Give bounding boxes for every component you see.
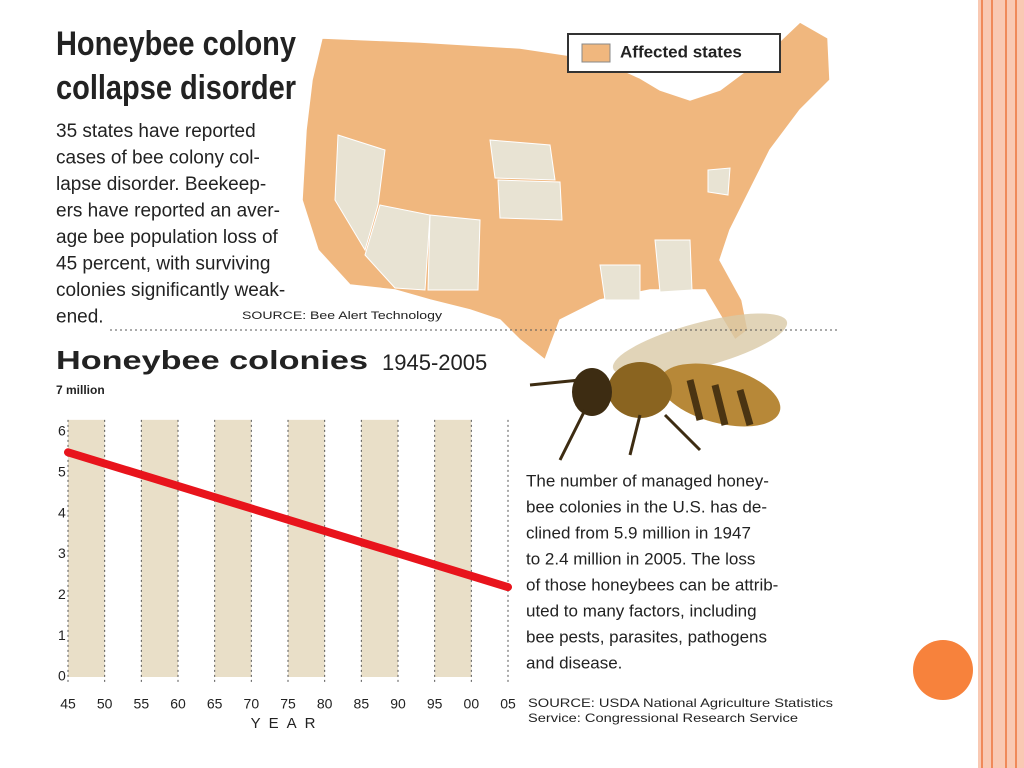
unaffected-state xyxy=(654,239,693,293)
data-line xyxy=(64,448,512,592)
note-line: The number of managed honey- xyxy=(526,471,769,490)
intro-line: cases of bee colony col- xyxy=(56,148,260,169)
y-tick-label: 6 xyxy=(58,423,66,439)
x-tick-label: 80 xyxy=(317,696,333,712)
note-line: and disease. xyxy=(526,653,622,672)
unaffected-state xyxy=(497,179,563,221)
x-tick-label: 65 xyxy=(207,696,223,712)
chart-title: Honeybee colonies xyxy=(56,345,368,375)
x-tick-label: 00 xyxy=(464,696,480,712)
unaffected-state xyxy=(599,264,641,301)
intro-line: ened. xyxy=(56,307,104,328)
intro-line: colonies significantly weak- xyxy=(56,280,285,301)
intro-line: ers have reported an aver- xyxy=(56,201,280,222)
y-tick-label: 1 xyxy=(58,627,66,643)
intro-line: 45 percent, with surviving xyxy=(56,254,270,275)
note-line: bee colonies in the U.S. has de- xyxy=(526,497,767,516)
x-tick-label: 75 xyxy=(280,696,296,712)
note-line: uted to many factors, including xyxy=(526,601,757,620)
title: collapse disorder xyxy=(56,69,296,107)
legend-label: Affected states xyxy=(620,42,742,61)
unaffected-state xyxy=(707,167,731,196)
y-tick-label: 7 million xyxy=(56,383,105,397)
chart-subtitle: 1945-2005 xyxy=(382,350,487,375)
x-tick-label: 70 xyxy=(244,696,260,712)
x-tick-label: 60 xyxy=(170,696,186,712)
band xyxy=(214,419,252,677)
x-tick-label: 55 xyxy=(134,696,150,712)
x-tick-label: 45 xyxy=(60,696,76,712)
band xyxy=(434,419,472,677)
band xyxy=(288,419,325,677)
y-tick-label: 4 xyxy=(58,504,66,520)
x-tick-label: 85 xyxy=(354,696,370,712)
x-tick-label: 05 xyxy=(500,696,516,712)
intro-line: age bee population loss of xyxy=(56,227,279,248)
intro-line: lapse disorder. Beekeep- xyxy=(56,174,266,195)
note-line: to 2.4 million in 2005. The loss xyxy=(526,549,755,568)
intro-line: 35 states have reported xyxy=(56,121,256,142)
unaffected-state xyxy=(427,214,481,291)
side-band xyxy=(978,0,1024,768)
y-tick-label: 2 xyxy=(58,586,66,602)
y-tick-label: 5 xyxy=(58,463,66,479)
legend-swatch xyxy=(581,43,611,63)
band xyxy=(141,419,178,677)
source: SOURCE: USDA National Agriculture Statis… xyxy=(528,696,833,710)
slide-bullet xyxy=(913,640,973,700)
note-line: of those honeybees can be attrib- xyxy=(526,575,778,594)
source: Service: Congressional Research Service xyxy=(528,711,798,725)
note-line: clined from 5.9 million in 1947 xyxy=(526,523,751,542)
bee-illustration xyxy=(529,313,788,461)
source: SOURCE: Bee Alert Technology xyxy=(242,310,443,322)
unaffected-state xyxy=(364,204,431,291)
unaffected-state xyxy=(489,139,556,181)
title: Honeybee colony xyxy=(56,25,296,63)
x-axis-label: YEAR xyxy=(251,715,324,732)
unaffected-state xyxy=(334,134,386,252)
y-tick-label: 3 xyxy=(58,545,66,561)
x-tick-label: 50 xyxy=(97,696,113,712)
us-map: Affected states xyxy=(301,21,831,362)
x-tick-label: 95 xyxy=(427,696,443,712)
note-line: bee pests, parasites, pathogens xyxy=(526,627,767,646)
y-tick-label: 0 xyxy=(58,668,66,684)
x-tick-label: 90 xyxy=(390,696,406,712)
